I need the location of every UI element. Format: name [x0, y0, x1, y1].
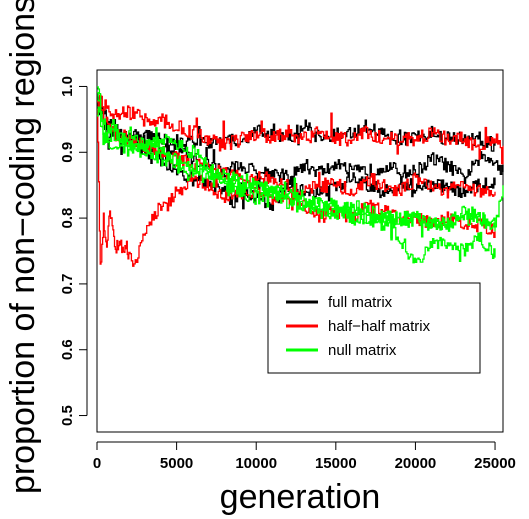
x-tick-label: 15000 — [315, 455, 357, 472]
legend: full matrix half−half matrix null matrix — [267, 282, 481, 374]
y-tick-label: 0.9 — [59, 142, 76, 163]
series-line-null-matrix-8 — [97, 106, 496, 241]
x-tick-label: 5000 — [160, 455, 193, 472]
y-tick-label: 0.7 — [59, 273, 76, 294]
y-tick-label: 0.6 — [59, 339, 76, 360]
series-line-half-half-matrix-3 — [97, 108, 496, 267]
legend-label: full matrix — [328, 294, 393, 311]
x-axis-title: generation — [220, 478, 381, 516]
legend-box — [267, 282, 481, 374]
y-tick-label: 0.8 — [59, 208, 76, 229]
series-line-full-matrix-0 — [97, 96, 504, 190]
series-line-half-half-matrix-4 — [97, 94, 504, 165]
x-tick-label: 20000 — [395, 455, 437, 472]
series-layer — [97, 86, 504, 267]
x-tick-label: 25000 — [474, 455, 516, 472]
y-tick-label: 0.5 — [59, 405, 76, 426]
y-tick-label: 1.0 — [59, 76, 76, 97]
x-tick-label: 10000 — [235, 455, 277, 472]
y-axis-title: proportion of non−coding regions — [4, 0, 42, 494]
series-line-null-matrix-6 — [97, 86, 504, 238]
legend-label: null matrix — [328, 342, 397, 359]
series-line-null-matrix-7 — [97, 91, 496, 264]
plot-frame — [96, 69, 504, 433]
x-tick-label: 0 — [93, 455, 101, 472]
y-axis: 0.5 0.6 0.7 0.8 0.9 1.0 — [59, 76, 88, 426]
legend-label: half−half matrix — [328, 318, 431, 335]
x-axis: 0 5000 10000 15000 20000 25000 — [93, 441, 516, 472]
series-line-full-matrix-1 — [97, 96, 496, 212]
